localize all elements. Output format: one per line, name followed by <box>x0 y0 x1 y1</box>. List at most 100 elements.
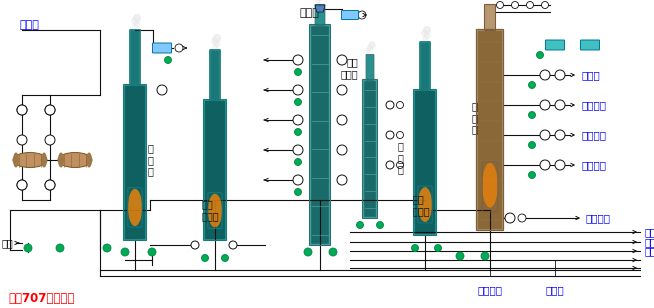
Circle shape <box>422 37 428 42</box>
FancyBboxPatch shape <box>477 30 503 230</box>
Circle shape <box>148 248 156 256</box>
Ellipse shape <box>128 189 142 226</box>
FancyBboxPatch shape <box>420 42 430 90</box>
Text: 常顶油: 常顶油 <box>645 227 654 237</box>
FancyBboxPatch shape <box>210 50 220 100</box>
Circle shape <box>132 18 138 24</box>
Text: 减顶油: 减顶油 <box>582 70 601 80</box>
Text: 常一线油: 常一线油 <box>645 237 654 247</box>
Circle shape <box>481 252 489 260</box>
Circle shape <box>369 42 375 48</box>
FancyBboxPatch shape <box>581 40 600 50</box>
FancyBboxPatch shape <box>311 26 329 244</box>
FancyBboxPatch shape <box>364 81 376 217</box>
Circle shape <box>294 188 301 196</box>
Circle shape <box>358 11 366 19</box>
Circle shape <box>293 115 303 125</box>
Polygon shape <box>315 5 325 12</box>
FancyBboxPatch shape <box>131 30 139 84</box>
FancyBboxPatch shape <box>477 31 502 229</box>
Circle shape <box>45 180 55 190</box>
Text: 化工707剪辑制作: 化工707剪辑制作 <box>8 291 75 305</box>
FancyBboxPatch shape <box>364 80 377 217</box>
Circle shape <box>229 241 237 249</box>
FancyBboxPatch shape <box>205 101 225 239</box>
FancyBboxPatch shape <box>315 5 324 25</box>
Text: 原油: 原油 <box>2 238 14 248</box>
FancyBboxPatch shape <box>420 42 430 90</box>
Circle shape <box>526 2 534 9</box>
Circle shape <box>293 175 303 185</box>
Text: 常压
汽提塔: 常压 汽提塔 <box>340 57 358 79</box>
Circle shape <box>396 161 404 168</box>
Circle shape <box>165 56 171 63</box>
FancyBboxPatch shape <box>415 91 435 234</box>
FancyBboxPatch shape <box>414 90 436 235</box>
FancyBboxPatch shape <box>124 85 146 240</box>
Ellipse shape <box>13 152 19 168</box>
FancyBboxPatch shape <box>477 30 503 230</box>
Text: 电脱盐: 电脱盐 <box>20 20 40 30</box>
FancyBboxPatch shape <box>316 5 324 25</box>
Circle shape <box>294 128 301 136</box>
FancyBboxPatch shape <box>478 31 502 229</box>
Ellipse shape <box>86 152 92 168</box>
Circle shape <box>540 70 550 80</box>
FancyBboxPatch shape <box>211 51 219 99</box>
FancyBboxPatch shape <box>366 55 374 80</box>
FancyBboxPatch shape <box>362 79 377 218</box>
Circle shape <box>201 254 209 261</box>
FancyBboxPatch shape <box>311 26 328 244</box>
Circle shape <box>386 161 394 169</box>
Ellipse shape <box>58 152 92 168</box>
FancyBboxPatch shape <box>310 25 330 245</box>
Circle shape <box>17 180 27 190</box>
FancyBboxPatch shape <box>311 26 330 245</box>
FancyBboxPatch shape <box>545 40 564 50</box>
Circle shape <box>528 82 536 88</box>
Circle shape <box>337 145 347 155</box>
Text: 常压塔: 常压塔 <box>300 8 320 18</box>
Circle shape <box>213 44 218 50</box>
Circle shape <box>528 172 536 179</box>
Circle shape <box>56 244 64 252</box>
Circle shape <box>511 2 519 9</box>
Circle shape <box>542 2 549 9</box>
Text: 减一线油: 减一线油 <box>582 100 607 110</box>
Circle shape <box>368 46 373 51</box>
FancyBboxPatch shape <box>367 55 373 80</box>
Circle shape <box>294 159 301 165</box>
Circle shape <box>386 131 394 139</box>
Circle shape <box>434 245 441 252</box>
Circle shape <box>422 30 428 36</box>
Circle shape <box>555 100 565 110</box>
FancyBboxPatch shape <box>125 86 145 239</box>
Circle shape <box>386 101 394 109</box>
Circle shape <box>103 244 111 252</box>
Circle shape <box>293 145 303 155</box>
Circle shape <box>317 0 322 1</box>
Circle shape <box>17 180 27 190</box>
Circle shape <box>17 135 27 145</box>
Circle shape <box>316 0 320 3</box>
Circle shape <box>528 141 536 148</box>
Circle shape <box>45 105 55 115</box>
Text: 常压
减压塔: 常压 减压塔 <box>202 199 220 221</box>
FancyBboxPatch shape <box>366 55 373 80</box>
Ellipse shape <box>13 152 47 168</box>
Circle shape <box>540 130 550 140</box>
Circle shape <box>456 252 464 260</box>
Circle shape <box>133 14 141 21</box>
FancyBboxPatch shape <box>203 99 226 241</box>
Ellipse shape <box>58 152 64 168</box>
FancyBboxPatch shape <box>414 90 436 235</box>
FancyBboxPatch shape <box>363 80 377 218</box>
Text: 初
馏
塔: 初 馏 塔 <box>148 144 154 176</box>
Circle shape <box>157 85 167 95</box>
Circle shape <box>45 105 55 115</box>
Circle shape <box>293 85 303 95</box>
FancyBboxPatch shape <box>415 91 436 234</box>
Circle shape <box>337 85 347 95</box>
Circle shape <box>540 100 550 110</box>
Ellipse shape <box>41 152 47 168</box>
